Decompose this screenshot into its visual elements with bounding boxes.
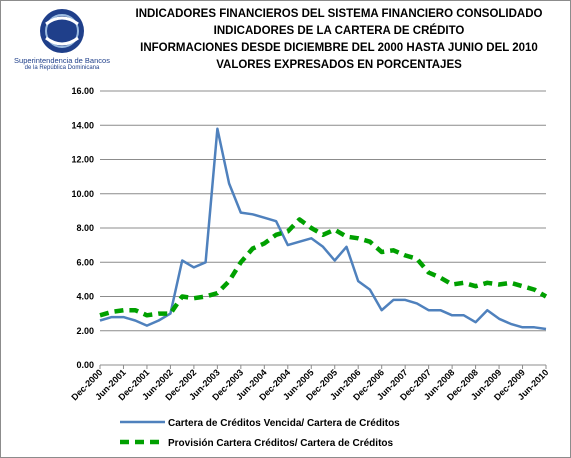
y-tick-label: 6.00 — [76, 257, 94, 267]
gridlines — [100, 90, 546, 332]
title-line-1: INDICADORES FINANCIEROS DEL SISTEMA FINA… — [135, 8, 543, 20]
logo-emblem-icon — [40, 9, 84, 53]
title-line-2: INDICADORES DE LA CARTERA DE CRÉDITO — [213, 25, 465, 37]
series-line-provision — [99, 217, 548, 318]
y-tick-label: 14.00 — [71, 120, 94, 130]
y-tick-label: 4.00 — [76, 292, 94, 302]
title-line-3: INFORMACIONES DESDE DICIEMBRE DEL 2000 H… — [140, 42, 538, 54]
y-axis-ticks: 0.00 2.00 4.00 6.00 8.00 10.00 12.00 14.00 16.00 — [71, 86, 94, 370]
y-tick-label: 2.00 — [76, 326, 94, 336]
y-tick-label: 10.00 — [71, 189, 94, 199]
logo: Superintendencia de Bancos de la Repúbli… — [8, 6, 116, 76]
title-line-4: VALORES EXPRESADOS EN PORCENTAJES — [216, 59, 462, 71]
logo-subtext: de la República Dominicana — [24, 65, 100, 71]
y-tick-label: 0.00 — [76, 360, 94, 370]
series-lines — [99, 127, 548, 331]
legend: Cartera de Créditos Vencida/ Cartera de … — [120, 418, 400, 449]
series-line-cartera-vencida — [99, 127, 547, 331]
x-axis-ticks: Dec-2000Jun-2001Dec-2001Jun-2002Dec-2002… — [69, 365, 550, 402]
legend-label: Cartera de Créditos Vencida/ Cartera de … — [168, 418, 400, 429]
legend-label: Provisión Cartera Créditos/ Cartera de C… — [168, 438, 394, 449]
chart-title: INDICADORES FINANCIEROS DEL SISTEMA FINA… — [112, 6, 566, 74]
y-tick-label: 8.00 — [76, 223, 94, 233]
y-tick-label: 16.00 — [71, 86, 94, 96]
logo-text: Superintendencia de Bancos — [14, 56, 110, 65]
y-tick-label: 12.00 — [71, 155, 94, 165]
